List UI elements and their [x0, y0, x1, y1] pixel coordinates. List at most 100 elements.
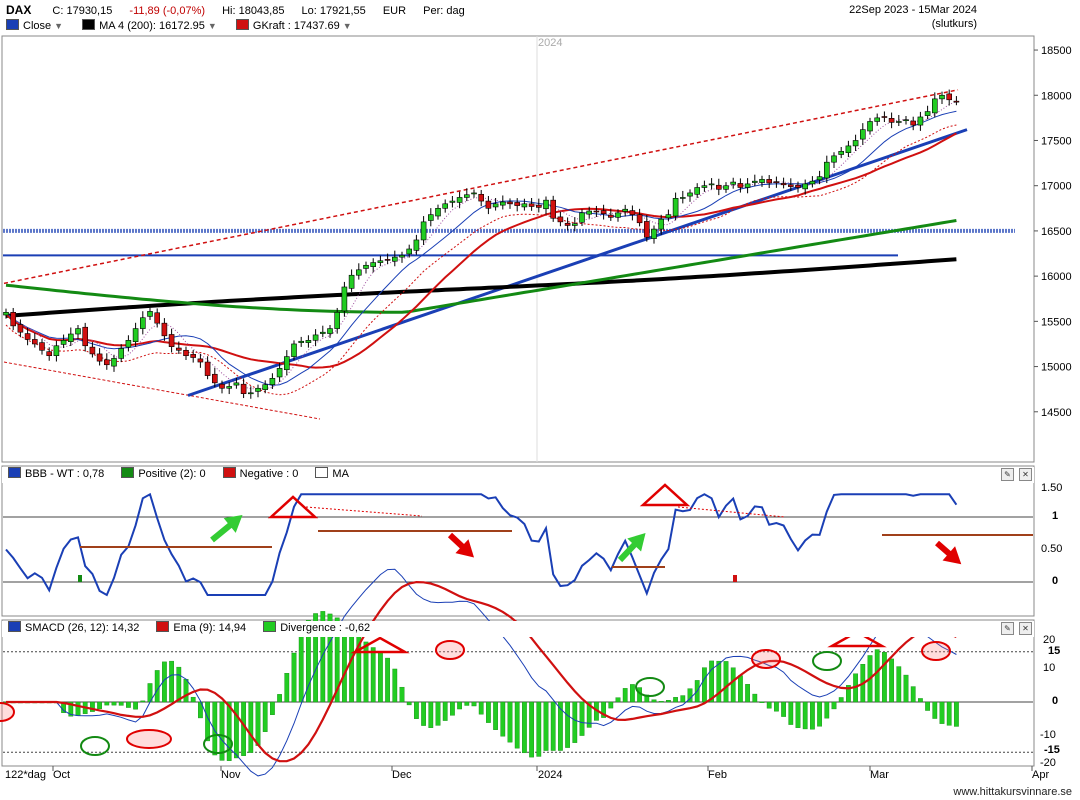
positive-bar — [78, 575, 82, 582]
divergence-bar — [932, 701, 938, 719]
legend-bbb[interactable]: BBB - WT : 0,78 — [2, 467, 104, 480]
divergence-bar — [306, 620, 311, 703]
candle-body — [31, 339, 38, 345]
candle-body — [939, 94, 945, 100]
divergence-bar — [68, 701, 74, 717]
candle-body — [334, 312, 341, 329]
divergence-bar — [781, 701, 787, 717]
legend-gkraft[interactable]: GKraft : 17437.69 ▼ — [235, 19, 352, 32]
x-axis-apr: Apr — [1032, 769, 1050, 781]
divergence-bar — [680, 695, 686, 703]
divergence-bar — [529, 701, 535, 758]
candle-body — [615, 212, 621, 218]
smacd-axis-10: 10 — [1043, 662, 1056, 674]
divergence-bar — [471, 701, 477, 707]
divergence-bar — [205, 701, 210, 742]
legend-positive[interactable]: Positive (2): 0 — [121, 467, 206, 480]
lower-trendline — [3, 361, 321, 420]
change-value: -11,89 (-0,07%) — [129, 5, 206, 17]
candle-body — [521, 203, 528, 208]
wrench-icon[interactable]: ✎ — [1001, 622, 1014, 635]
candle-body — [89, 346, 96, 355]
legend-ma200[interactable]: MA 4 (200): 16172.95 ▼ — [82, 19, 217, 32]
negative-bar — [733, 575, 737, 582]
candle-body — [845, 145, 852, 153]
divergence-bar — [579, 701, 585, 736]
candle-body — [737, 183, 744, 188]
divergence-bar — [759, 701, 765, 703]
divergence-bar — [615, 697, 621, 703]
divergence-bar — [752, 693, 758, 703]
close-icon[interactable]: ✕ — [1019, 468, 1032, 481]
divergence-bar — [954, 701, 959, 727]
wrench-icon[interactable]: ✎ — [1001, 468, 1014, 481]
x-axis-nov: Nov — [221, 769, 241, 781]
smacd-axis-15: 15 — [1048, 645, 1061, 657]
bearish-arrow-head — [455, 539, 475, 558]
candle-body — [248, 392, 254, 395]
candle-body — [233, 382, 240, 386]
legend-gkraft-swatch — [235, 19, 249, 30]
divergence-bar — [226, 701, 232, 761]
smacd-line — [6, 568, 957, 777]
divergence-bar — [104, 701, 110, 706]
legend-divergence[interactable]: Divergence : -0,62 — [263, 621, 370, 634]
candle-body — [478, 193, 485, 202]
legend-ma[interactable]: MA — [315, 467, 349, 480]
candle-body — [183, 349, 189, 357]
candle-body — [607, 214, 614, 218]
candle-body — [140, 317, 146, 329]
divergence-bar — [925, 701, 931, 711]
candle-body — [629, 210, 636, 215]
candle-body — [168, 334, 175, 347]
candle-body — [766, 179, 773, 184]
candle-body — [694, 187, 701, 195]
chevron-down-icon[interactable]: ▼ — [54, 21, 64, 31]
candle-body — [672, 198, 679, 217]
candle-body — [665, 214, 672, 219]
divergence-bar — [745, 684, 751, 703]
candle-body — [456, 197, 463, 203]
candle-body — [305, 340, 312, 343]
legend-close[interactable]: Close ▼ — [6, 19, 63, 32]
divergence-bar — [183, 678, 189, 703]
divergence-bar — [248, 701, 254, 753]
divergence-bar — [788, 701, 794, 725]
candle-body — [485, 200, 492, 209]
divergence-bar — [450, 701, 455, 716]
chevron-down-icon[interactable]: ▼ — [207, 21, 217, 31]
divergence-bar — [651, 699, 657, 703]
legend-ema[interactable]: Ema (9): 14,94 — [156, 621, 246, 634]
y-tick-label: 15000 — [1041, 362, 1072, 374]
footer-url[interactable]: www.hittakursvinnare.se — [953, 786, 1072, 798]
divergence-bar — [284, 673, 290, 703]
signal-circle-marker — [921, 641, 951, 661]
divergence-bar — [133, 701, 138, 710]
divergence-bar — [399, 686, 405, 703]
chevron-down-icon[interactable]: ▼ — [342, 21, 352, 31]
divergence-bar — [608, 701, 614, 709]
axis-layer: 14500 15000 15500 16000 16500 17000 17500 18000… — [52, 45, 1072, 771]
close-icon[interactable]: ✕ — [1019, 622, 1032, 635]
divergence-bar — [514, 701, 520, 749]
x-axis-dec: Dec — [392, 769, 412, 781]
candle-body — [571, 223, 578, 226]
candle-body — [190, 354, 196, 358]
divergence-bar — [838, 697, 844, 703]
candle-body — [917, 116, 924, 126]
legend-negative[interactable]: Negative : 0 — [222, 467, 298, 480]
legend-ma200-label: MA 4 (200): 16172.95 — [99, 20, 205, 32]
smacd-axis-m10: -10 — [1040, 729, 1056, 741]
candle-body — [298, 340, 305, 343]
candle-body — [600, 210, 607, 215]
candle-body — [269, 378, 276, 385]
divergence-bar — [442, 701, 448, 721]
legend-smacd[interactable]: SMACD (26, 12): 14,32 — [2, 621, 139, 634]
divergence-bar — [774, 701, 779, 712]
divergence-bar — [270, 701, 275, 715]
divergence-bar — [219, 701, 225, 761]
divergence-bar — [327, 613, 333, 703]
y-tick-label: 17500 — [1041, 135, 1072, 147]
high-value: Hi: 18043,85 — [222, 5, 285, 17]
candle-body — [96, 353, 103, 362]
